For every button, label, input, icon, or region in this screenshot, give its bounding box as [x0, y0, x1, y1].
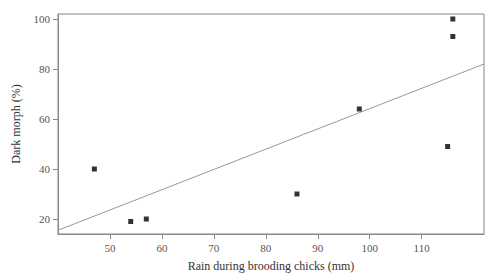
svg-text:110: 110 [414, 242, 431, 254]
svg-text:100: 100 [34, 13, 51, 25]
svg-text:Dark morph (%): Dark morph (%) [9, 84, 23, 163]
svg-text:40: 40 [39, 163, 51, 175]
svg-text:60: 60 [156, 242, 168, 254]
svg-text:70: 70 [208, 242, 220, 254]
svg-text:20: 20 [39, 213, 51, 225]
svg-text:50: 50 [104, 242, 116, 254]
svg-text:80: 80 [260, 242, 272, 254]
svg-text:60: 60 [39, 113, 51, 125]
svg-text:Rain during brooding chicks (m: Rain during brooding chicks (mm) [188, 259, 355, 273]
svg-text:100: 100 [361, 242, 378, 254]
svg-text:90: 90 [312, 242, 324, 254]
svg-text:80: 80 [39, 63, 51, 75]
